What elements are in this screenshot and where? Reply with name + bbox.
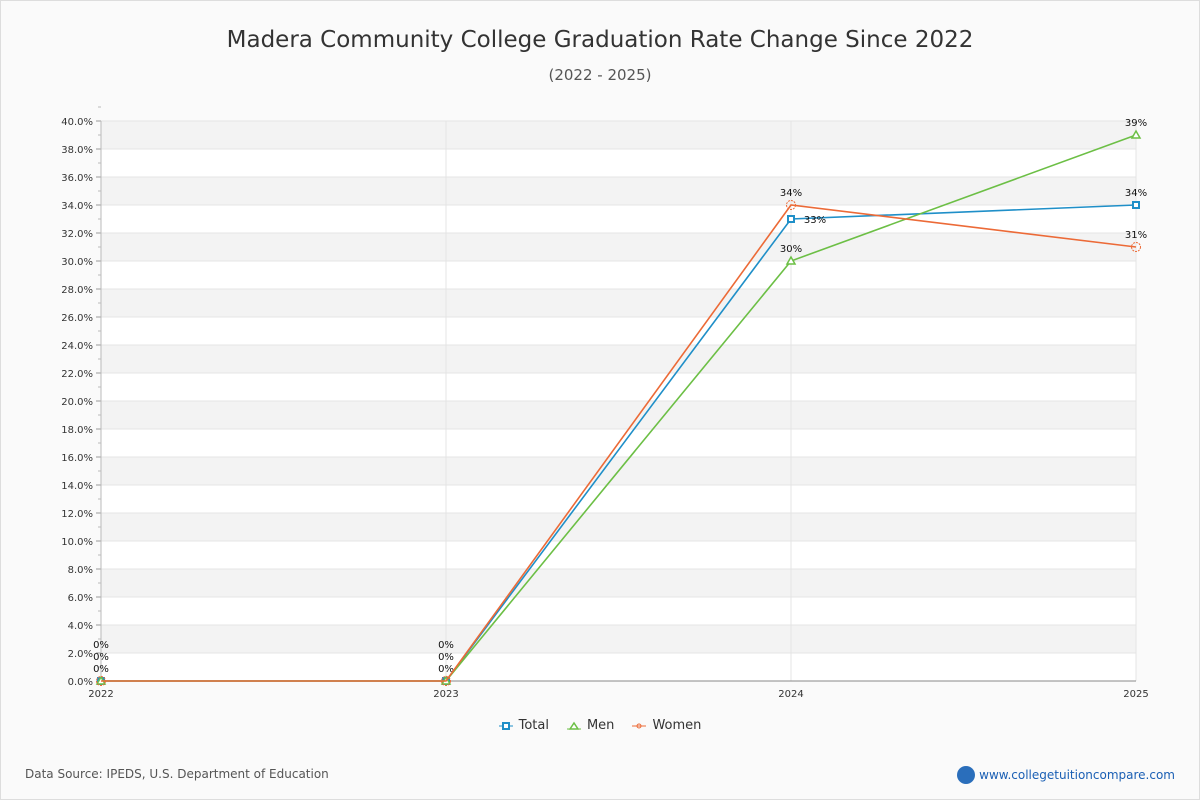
- y-tick-label: 16.0%: [61, 453, 93, 464]
- y-tick-label: 18.0%: [61, 425, 93, 436]
- data-label-women: 0%: [438, 640, 454, 651]
- data-label-women: 0%: [93, 640, 109, 651]
- y-tick-label: 24.0%: [61, 341, 93, 352]
- data-label-women: 31%: [1125, 230, 1147, 241]
- legend: Total Men Women: [1, 718, 1199, 733]
- legend-circle-icon: [632, 723, 647, 728]
- legend-triangle-icon: [566, 721, 581, 730]
- data-label-total: 0%: [93, 664, 109, 675]
- marker-women: [1131, 242, 1141, 252]
- marker-women: [786, 200, 796, 210]
- grid-band: [101, 345, 1136, 373]
- y-tick-label: 40.0%: [61, 117, 93, 128]
- grid-band: [101, 177, 1136, 205]
- y-tick-label: 34.0%: [61, 201, 93, 212]
- y-tick-label: 36.0%: [61, 173, 93, 184]
- data-label-total: 33%: [804, 215, 826, 226]
- series-line-women: [101, 204, 1137, 682]
- data-label-women: 34%: [780, 188, 802, 199]
- grid-band: [101, 401, 1136, 429]
- legend-label: Women: [652, 718, 702, 733]
- legend-label: Total: [518, 718, 549, 733]
- y-tick-label: 30.0%: [61, 257, 93, 268]
- marker-women: [441, 676, 451, 686]
- chart-subtitle: (2022 - 2025): [548, 66, 652, 84]
- chart-title: Madera Community College Graduation Rate…: [226, 27, 974, 53]
- marker-total: [787, 215, 795, 223]
- marker-men: [785, 255, 797, 265]
- y-tick-label: 12.0%: [61, 509, 93, 520]
- brand-link[interactable]: www.collegetuitioncompare.com: [957, 766, 1175, 784]
- marker-total: [1132, 201, 1140, 209]
- grid-band: [101, 233, 1136, 261]
- y-tick-label: 8.0%: [68, 565, 93, 576]
- x-tick-label: 2023: [433, 689, 458, 700]
- y-tick-label: 4.0%: [68, 621, 93, 632]
- data-label-men: 0%: [93, 652, 109, 663]
- y-tick-label: 0.0%: [68, 677, 93, 688]
- y-tick-label: 28.0%: [61, 285, 93, 296]
- legend-square-icon: [498, 721, 513, 730]
- y-tick-label: 38.0%: [61, 145, 93, 156]
- grid-band: [101, 513, 1136, 541]
- data-label-men: 0%: [438, 652, 454, 663]
- data-label-total: 34%: [1125, 188, 1147, 199]
- x-tick-label: 2025: [1123, 689, 1148, 700]
- brand-url: www.collegetuitioncompare.com: [979, 768, 1175, 782]
- data-label-men: 30%: [780, 244, 802, 255]
- grid-band: [101, 121, 1136, 149]
- x-tick-label: 2024: [778, 689, 803, 700]
- grid-band: [101, 625, 1136, 653]
- legend-item-men[interactable]: Men: [566, 718, 615, 733]
- y-tick-label: 2.0%: [68, 649, 93, 660]
- marker-men: [1130, 129, 1142, 139]
- y-tick-label: 10.0%: [61, 537, 93, 548]
- y-tick-label: 26.0%: [61, 313, 93, 324]
- legend-item-women[interactable]: Women: [632, 718, 701, 733]
- data-label-total: 0%: [438, 664, 454, 675]
- grid-band: [101, 289, 1136, 317]
- y-tick-label: 6.0%: [68, 593, 93, 604]
- y-tick-label: 20.0%: [61, 397, 93, 408]
- brand-logo-icon: [957, 766, 976, 784]
- data-label-men: 39%: [1125, 118, 1147, 129]
- legend-item-total[interactable]: Total: [498, 718, 549, 733]
- y-tick-label: 32.0%: [61, 229, 93, 240]
- data-source: Data Source: IPEDS, U.S. Department of E…: [25, 767, 329, 781]
- grid-band: [101, 569, 1136, 597]
- legend-label: Men: [586, 718, 615, 733]
- marker-women: [96, 676, 106, 686]
- y-tick-label: 14.0%: [61, 481, 93, 492]
- x-tick-label: 2022: [88, 689, 113, 700]
- y-tick-label: 22.0%: [61, 369, 93, 380]
